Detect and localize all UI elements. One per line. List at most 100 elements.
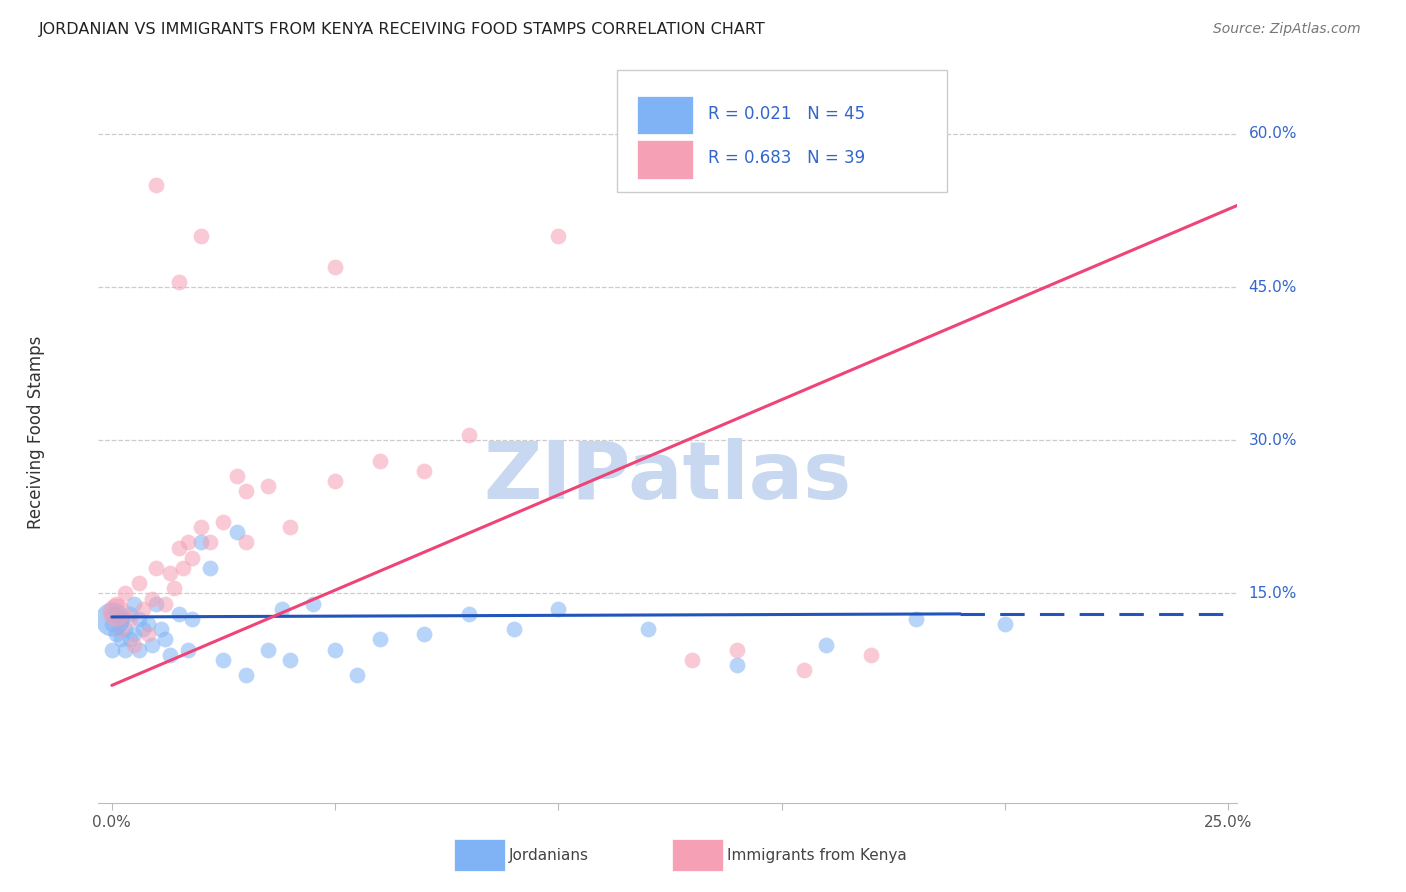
Point [105,597,128,611]
Point [212,515,235,529]
Point [323,642,346,657]
Point [815,638,838,652]
Point [114,642,136,657]
Point [458,428,481,442]
Point [122,638,145,652]
Point [235,484,257,499]
Point [110,622,132,636]
Text: Immigrants from Kenya: Immigrants from Kenya [727,848,907,863]
Point [105,605,128,619]
Point [198,535,221,549]
Point [101,607,124,621]
Point [128,612,150,626]
Point [270,601,292,615]
Point [637,622,659,636]
Point [725,642,748,657]
Text: Receiving Food Stamps: Receiving Food Stamps [27,336,45,529]
Point [413,627,436,641]
Point [118,632,141,647]
Point [128,642,150,657]
Point [413,464,436,478]
Point [167,607,190,621]
Point [145,597,167,611]
Point [280,653,302,667]
Point [114,586,136,600]
Point [904,612,927,626]
Point [346,668,368,682]
Point [994,617,1017,632]
Point [502,622,524,636]
Point [105,607,128,621]
Point [132,601,155,615]
Point [547,229,569,244]
Text: R = 0.021   N = 45: R = 0.021 N = 45 [707,104,865,122]
Point [198,561,221,575]
Text: Jordanians: Jordanians [509,848,589,863]
Point [257,642,280,657]
Point [212,653,235,667]
FancyBboxPatch shape [617,70,946,192]
Point [167,275,190,289]
Point [181,550,204,565]
Point [159,648,181,662]
Point [145,561,167,575]
Point [132,622,155,636]
Point [190,520,212,534]
Point [301,597,323,611]
Point [860,648,883,662]
Text: ZIPatlas: ZIPatlas [484,438,852,516]
Point [177,535,200,549]
Text: 30.0%: 30.0% [1249,433,1296,448]
Point [122,627,145,641]
Point [110,632,132,647]
Point [280,520,302,534]
Point [101,612,124,626]
Point [159,566,181,580]
Point [725,657,748,672]
Point [257,479,280,493]
Point [118,607,141,621]
Point [118,612,141,626]
Point [145,178,167,192]
Text: Source: ZipAtlas.com: Source: ZipAtlas.com [1213,22,1361,37]
Point [190,229,212,244]
Point [323,474,346,488]
Point [177,642,200,657]
Point [793,663,815,677]
Text: R = 0.683   N = 39: R = 0.683 N = 39 [707,149,865,167]
Text: 45.0%: 45.0% [1249,279,1296,294]
Point [235,535,257,549]
Point [368,632,391,647]
Point [225,469,247,483]
Point [105,627,128,641]
Point [101,617,124,632]
Point [114,622,136,636]
Point [155,597,177,611]
Point [323,260,346,274]
Point [149,622,172,636]
Point [101,642,124,657]
Point [128,576,150,591]
Point [172,561,194,575]
Point [136,617,159,632]
FancyBboxPatch shape [637,140,693,178]
Point [458,607,481,621]
Point [181,612,204,626]
Point [122,597,145,611]
Point [136,627,159,641]
Point [167,541,190,555]
Text: 60.0%: 60.0% [1249,127,1296,142]
Point [110,612,132,626]
Point [225,525,247,540]
FancyBboxPatch shape [637,95,693,135]
Point [547,601,569,615]
Point [235,668,257,682]
Text: 15.0%: 15.0% [1249,586,1296,601]
Point [190,535,212,549]
Point [163,582,186,596]
Point [155,632,177,647]
Text: JORDANIAN VS IMMIGRANTS FROM KENYA RECEIVING FOOD STAMPS CORRELATION CHART: JORDANIAN VS IMMIGRANTS FROM KENYA RECEI… [39,22,766,37]
Point [141,638,163,652]
Point [368,453,391,467]
Point [681,653,703,667]
